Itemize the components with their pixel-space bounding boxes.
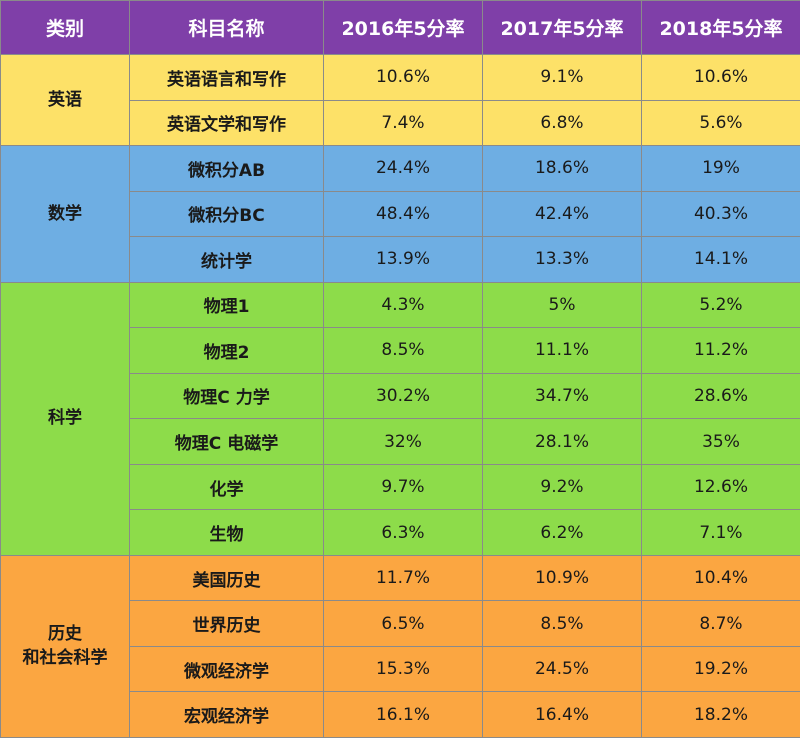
rate-2017: 28.1%	[482, 418, 642, 465]
rate-2018: 19%	[641, 145, 800, 192]
rate-2018: 10.6%	[641, 54, 800, 101]
rate-2018: 7.1%	[641, 509, 800, 556]
subject-cell: 微观经济学	[129, 645, 324, 693]
rate-2017: 9.2%	[482, 463, 642, 511]
table-row: 微观经济学 15.3% 24.5% 19.2%	[1, 645, 800, 693]
category-label-line2: 和社会科学	[22, 648, 108, 669]
rate-2016: 8.5%	[323, 327, 483, 374]
category-math: 数学	[0, 145, 130, 283]
rate-2017: 34.7%	[482, 372, 642, 420]
category-label: 科学	[48, 408, 82, 429]
subject-cell: 物理C 电磁学	[129, 418, 324, 465]
rate-2016: 11.7%	[323, 554, 483, 602]
table-row: 科学 物理1 4.3% 5% 5.2%	[0, 281, 800, 556]
table-row: 化学 9.7% 9.2% 12.6%	[1, 463, 800, 511]
table-row: 数学 微积分AB 24.4% 18.6% 19%	[0, 145, 800, 283]
subject-cell: 世界历史	[129, 600, 324, 647]
rate-2017: 42.4%	[482, 190, 642, 238]
rate-2017: 10.9%	[482, 554, 642, 602]
rate-2016: 6.5%	[323, 600, 483, 647]
rate-2016: 7.4%	[323, 99, 483, 147]
rate-2018: 28.6%	[641, 372, 800, 420]
rate-2017: 18.6%	[482, 145, 642, 192]
rate-2016: 13.9%	[323, 236, 483, 283]
rate-2016: 10.6%	[323, 54, 483, 101]
subject-cell: 微积分AB	[129, 145, 324, 192]
rate-2018: 5.2%	[641, 281, 800, 329]
table-row: 生物 6.3% 6.2% 7.1%	[1, 509, 800, 556]
table-row: 统计学 13.9% 13.3% 14.1%	[1, 236, 800, 283]
table-row: 物理C 力学 30.2% 34.7% 28.6%	[1, 372, 800, 420]
rate-2017: 24.5%	[482, 645, 642, 693]
rate-2018: 12.6%	[641, 463, 800, 511]
rate-2017: 13.3%	[482, 236, 642, 283]
category-history-social: 历史 和社会科学	[0, 554, 130, 738]
subject-cell: 统计学	[129, 236, 324, 283]
rate-2018: 10.4%	[641, 554, 800, 602]
rate-2018: 5.6%	[641, 99, 800, 147]
rate-2017: 6.8%	[482, 99, 642, 147]
header-2017: 2017年5分率	[482, 0, 642, 55]
subject-cell: 宏观经济学	[129, 691, 324, 738]
subject-cell: 微积分BC	[129, 190, 324, 238]
rate-2018: 40.3%	[641, 190, 800, 238]
rate-2018: 11.2%	[641, 327, 800, 374]
table-row: 宏观经济学 16.1% 16.4% 18.2%	[1, 691, 800, 738]
header-subject: 科目名称	[129, 0, 324, 55]
header-2018: 2018年5分率	[641, 0, 800, 55]
subject-cell: 物理2	[129, 327, 324, 374]
rate-2018: 19.2%	[641, 645, 800, 693]
rate-2016: 9.7%	[323, 463, 483, 511]
category-science: 科学	[0, 281, 130, 556]
table-row: 物理2 8.5% 11.1% 11.2%	[1, 327, 800, 374]
category-english: 英语	[0, 53, 130, 147]
subject-cell: 化学	[129, 463, 324, 511]
rate-2016: 24.4%	[323, 145, 483, 192]
rate-2016: 4.3%	[323, 281, 483, 329]
header-category: 类别	[0, 0, 130, 55]
header-2016: 2016年5分率	[323, 0, 483, 55]
rate-2018: 8.7%	[641, 600, 800, 647]
rate-2017: 9.1%	[482, 54, 642, 101]
category-label: 英语	[48, 89, 82, 110]
rate-2016: 30.2%	[323, 372, 483, 420]
subject-cell: 英语文学和写作	[129, 99, 324, 147]
table-row: 英语文学和写作 7.4% 6.8% 5.6%	[1, 99, 800, 147]
rate-2017: 5%	[482, 281, 642, 329]
subject-cell: 生物	[129, 509, 324, 556]
rate-2017: 6.2%	[482, 509, 642, 556]
table-row: 微积分BC 48.4% 42.4% 40.3%	[1, 190, 800, 238]
table-row: 物理C 电磁学 32% 28.1% 35%	[1, 418, 800, 465]
rate-2016: 15.3%	[323, 645, 483, 693]
rate-2018: 35%	[641, 418, 800, 465]
rate-2018: 14.1%	[641, 236, 800, 283]
rate-2016: 16.1%	[323, 691, 483, 738]
subject-cell: 美国历史	[129, 554, 324, 602]
rate-2016: 32%	[323, 418, 483, 465]
rate-2017: 11.1%	[482, 327, 642, 374]
rate-2017: 16.4%	[482, 691, 642, 738]
rate-2017: 8.5%	[482, 600, 642, 647]
subject-cell: 物理1	[129, 281, 324, 329]
rate-2016: 6.3%	[323, 509, 483, 556]
table-row: 历史和社会科学 美国历史 11.7% 10.9% 10.4%	[0, 554, 800, 738]
category-label: 数学	[48, 203, 82, 224]
header-row: 类别 科目名称 2016年5分率 2017年5分率 2018年5分率	[0, 0, 800, 55]
subject-cell: 物理C 力学	[129, 372, 324, 420]
table-row: 英语 英语语言和写作 10.6% 9.1% 10.6%	[0, 53, 800, 147]
subject-cell: 英语语言和写作	[129, 54, 324, 101]
rate-2018: 18.2%	[641, 691, 800, 738]
rate-2016: 48.4%	[323, 190, 483, 238]
table-row: 世界历史 6.5% 8.5% 8.7%	[1, 600, 800, 647]
category-label-line1: 历史	[48, 623, 82, 644]
